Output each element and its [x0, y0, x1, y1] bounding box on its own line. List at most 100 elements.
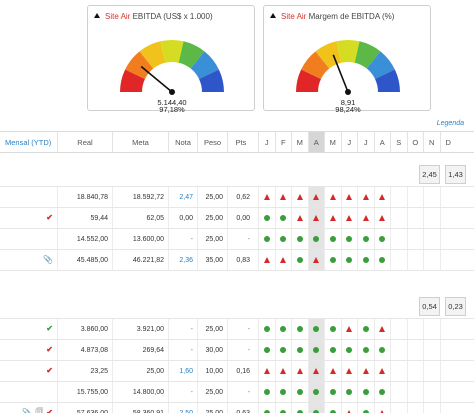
month-status-cell[interactable] [423, 250, 440, 270]
header-mensal-ytd[interactable]: Mensal (YTD) [5, 137, 52, 147]
month-status-cell[interactable] [340, 382, 358, 402]
month-status-cell[interactable] [373, 340, 391, 360]
check-green-icon[interactable]: ✔ [46, 324, 53, 333]
month-status-cell[interactable] [340, 340, 358, 360]
month-status-cell[interactable] [357, 361, 374, 381]
month-status-cell[interactable] [373, 229, 391, 249]
gauge-card-margem-ebitda[interactable]: Site Air Margem de EBITDA (%) 8,91 98,24… [263, 5, 431, 114]
month-status-cell[interactable] [258, 208, 275, 228]
month-status-cell[interactable] [258, 319, 275, 339]
month-status-cell[interactable] [373, 361, 391, 381]
nota-value[interactable]: 2,50 [168, 403, 197, 413]
attachment-icon[interactable]: 📎 [22, 408, 33, 413]
month-status-cell[interactable] [274, 187, 292, 207]
month-status-cell[interactable] [324, 319, 341, 339]
month-status-cell[interactable] [324, 340, 341, 360]
month-status-cell[interactable] [390, 382, 407, 402]
month-status-cell[interactable] [357, 229, 374, 249]
header-month[interactable]: D [439, 132, 457, 152]
table-row[interactable]: ✔ 59,44 62,05 0,00 25,00 0,00 [0, 208, 474, 229]
header-month[interactable]: M [324, 132, 341, 152]
month-status-cell[interactable] [439, 229, 457, 249]
table-row[interactable]: ✔ 23,25 25,00 1,60 10,00 0,16 [0, 361, 474, 382]
table-row[interactable]: 18.840,78 18.592,72 2,47 25,00 0,62 [0, 187, 474, 208]
header-month[interactable]: N [423, 132, 440, 152]
month-status-cell[interactable] [357, 340, 374, 360]
month-status-cell[interactable] [291, 340, 308, 360]
month-status-cell[interactable] [274, 403, 292, 413]
month-status-cell[interactable] [439, 208, 457, 228]
month-status-cell[interactable] [390, 361, 407, 381]
month-status-cell[interactable] [357, 208, 374, 228]
month-status-cell[interactable] [258, 361, 275, 381]
month-status-cell[interactable] [274, 340, 292, 360]
document-icon[interactable]: 🗐 [35, 408, 44, 413]
month-status-cell[interactable] [357, 382, 374, 402]
month-status-cell[interactable] [423, 340, 440, 360]
table-row[interactable]: 14.552,00 13.600,00-25,00- [0, 229, 474, 250]
month-status-cell[interactable] [390, 340, 407, 360]
header-month[interactable]: J [357, 132, 374, 152]
month-status-cell[interactable] [324, 382, 341, 402]
month-status-cell[interactable] [357, 250, 374, 270]
month-status-cell[interactable] [423, 319, 440, 339]
month-status-cell[interactable] [373, 208, 391, 228]
month-status-cell[interactable] [340, 187, 358, 207]
month-status-cell[interactable] [307, 250, 324, 270]
month-status-cell[interactable] [390, 187, 407, 207]
month-status-cell[interactable] [357, 403, 374, 413]
month-status-cell[interactable] [439, 403, 457, 413]
month-status-cell[interactable] [291, 229, 308, 249]
month-status-cell[interactable] [340, 361, 358, 381]
month-status-cell[interactable] [390, 403, 407, 413]
month-status-cell[interactable] [307, 382, 324, 402]
month-status-cell[interactable] [423, 229, 440, 249]
header-month[interactable]: A [373, 132, 391, 152]
month-status-cell[interactable] [406, 382, 424, 402]
month-status-cell[interactable] [406, 340, 424, 360]
month-status-cell[interactable] [340, 208, 358, 228]
month-status-cell[interactable] [406, 208, 424, 228]
month-status-cell[interactable] [291, 403, 308, 413]
table-row[interactable]: 15.755,00 14.800,00-25,00- [0, 382, 474, 403]
month-status-cell[interactable] [423, 403, 440, 413]
header-month-active[interactable]: A [307, 132, 324, 152]
table-row[interactable]: 📎 🗐 ✔ 57.636,00 58.360,91 2,50 25,00 0,63 [0, 403, 474, 413]
month-status-cell[interactable] [406, 361, 424, 381]
month-status-cell[interactable] [406, 319, 424, 339]
month-status-cell[interactable] [439, 319, 457, 339]
month-status-cell[interactable] [373, 319, 391, 339]
collapse-triangle-icon[interactable] [270, 13, 276, 18]
month-status-cell[interactable] [406, 403, 424, 413]
month-status-cell[interactable] [274, 361, 292, 381]
month-status-cell[interactable] [373, 250, 391, 270]
month-status-cell[interactable] [258, 340, 275, 360]
check-red-icon[interactable]: ✔ [46, 345, 53, 354]
check-red-icon[interactable]: ✔ [46, 213, 53, 222]
month-status-cell[interactable] [390, 319, 407, 339]
month-status-cell[interactable] [340, 250, 358, 270]
month-status-cell[interactable] [258, 250, 275, 270]
month-status-cell[interactable] [307, 340, 324, 360]
month-status-cell[interactable] [373, 382, 391, 402]
header-month[interactable]: F [274, 132, 292, 152]
month-status-cell[interactable] [291, 208, 308, 228]
month-status-cell[interactable] [439, 250, 457, 270]
month-status-cell[interactable] [258, 187, 275, 207]
month-status-cell[interactable] [274, 229, 292, 249]
month-status-cell[interactable] [423, 208, 440, 228]
check-red-icon[interactable]: ✔ [46, 366, 53, 375]
month-status-cell[interactable] [258, 403, 275, 413]
table-row[interactable]: ✔ 3.860,00 3.921,00-25,00- [0, 319, 474, 340]
check-red-icon[interactable]: ✔ [46, 408, 53, 413]
month-status-cell[interactable] [307, 208, 324, 228]
month-status-cell[interactable] [307, 319, 324, 339]
month-status-cell[interactable] [439, 340, 457, 360]
month-status-cell[interactable] [373, 403, 391, 413]
month-status-cell[interactable] [357, 319, 374, 339]
header-month[interactable]: O [406, 132, 424, 152]
month-status-cell[interactable] [439, 382, 457, 402]
month-status-cell[interactable] [307, 403, 324, 413]
table-row[interactable]: 📎 45.485,00 46.221,82 2,36 35,00 0,83 [0, 250, 474, 271]
month-status-cell[interactable] [357, 187, 374, 207]
